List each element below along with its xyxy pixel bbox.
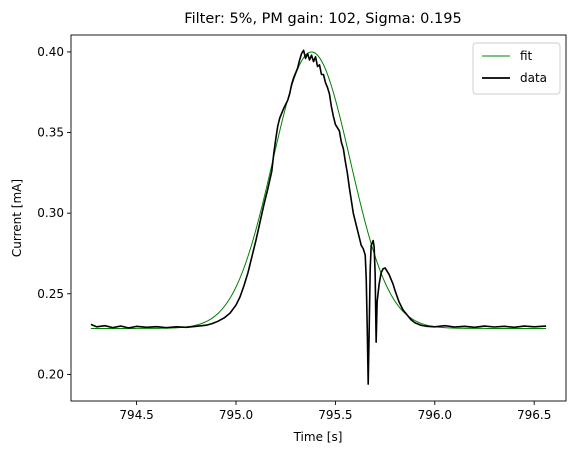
legend-box — [472, 42, 561, 95]
y-tick-label: 0.30 — [37, 206, 64, 220]
x-tick-label: 796.0 — [418, 408, 452, 422]
y-tick-label: 0.25 — [37, 287, 64, 301]
x-tick-label: 796.5 — [517, 408, 551, 422]
plot-lines — [90, 49, 547, 385]
x-tick-label: 795.0 — [219, 408, 253, 422]
y-tick-label: 0.20 — [37, 367, 64, 381]
legend: fit data — [472, 42, 561, 95]
y-axis: 0.20 0.25 0.30 0.35 0.40 — [37, 45, 71, 381]
plot-frame — [70, 34, 567, 402]
x-axis: 794.5 795.0 795.5 796.0 796.5 — [119, 401, 551, 422]
series-data-line — [90, 49, 547, 385]
x-axis-label: Time [s] — [293, 430, 343, 444]
y-tick-label: 0.40 — [37, 45, 64, 59]
x-tick-label: 795.5 — [318, 408, 352, 422]
legend-data-label: data — [520, 71, 547, 85]
chart-title: Filter: 5%, PM gain: 102, Sigma: 0.195 — [184, 11, 461, 27]
x-tick-label: 794.5 — [119, 408, 153, 422]
y-axis-label: Current [mA] — [10, 179, 24, 257]
legend-fit-label: fit — [520, 49, 533, 63]
y-tick-label: 0.35 — [37, 126, 64, 140]
